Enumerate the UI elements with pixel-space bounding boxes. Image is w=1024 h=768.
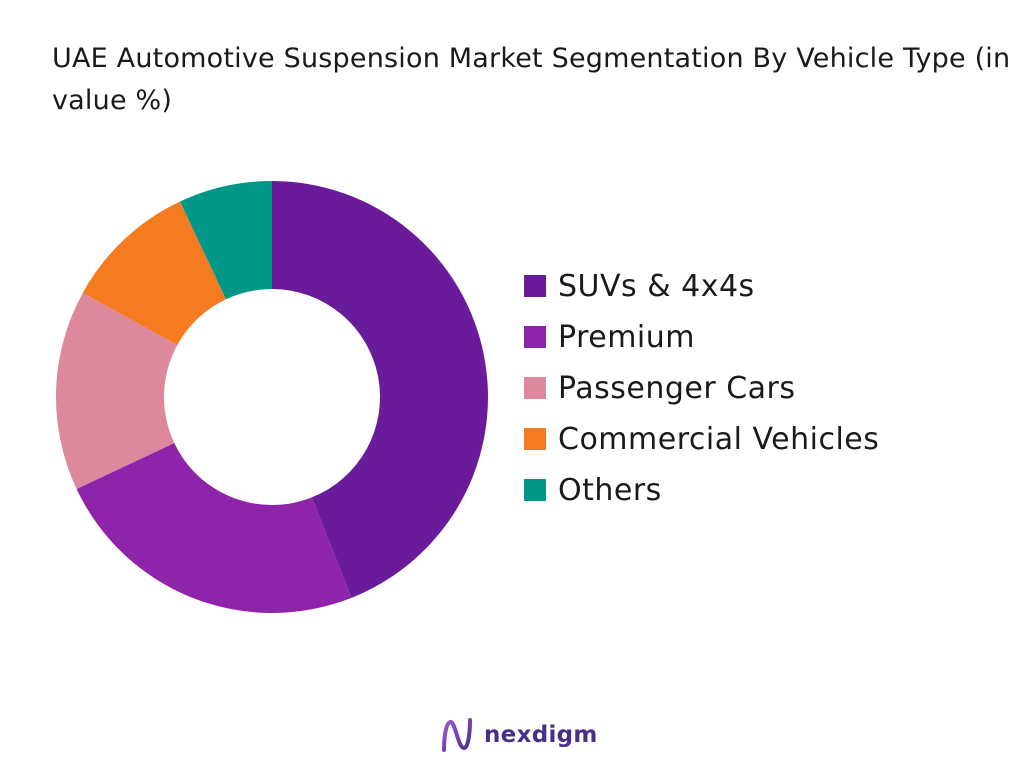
- legend-item: Commercial Vehicles: [524, 415, 879, 463]
- legend-label: Others: [558, 472, 662, 508]
- donut-slice-others: [180, 181, 272, 300]
- chart-legend: SUVs & 4x4s Premium Passenger Cars Commerci…: [524, 262, 879, 517]
- legend-label: SUVs & 4x4s: [558, 268, 755, 304]
- legend-swatch: [524, 377, 546, 399]
- nexdigm-logo-icon: [442, 718, 472, 752]
- legend-item: Passenger Cars: [524, 364, 879, 412]
- brand-name: nexdigm: [484, 722, 598, 748]
- legend-item: Others: [524, 466, 879, 514]
- legend-swatch: [524, 275, 546, 297]
- donut-slice-premium: [76, 442, 352, 613]
- legend-item: SUVs & 4x4s: [524, 262, 879, 310]
- donut-slice-passenger-cars: [56, 292, 178, 489]
- legend-swatch: [524, 479, 546, 501]
- legend-label: Commercial Vehicles: [558, 421, 880, 457]
- legend-swatch: [524, 326, 546, 348]
- donut-slice-suvs-4x4s: [272, 181, 489, 598]
- brand-logo: nexdigm: [440, 716, 598, 754]
- legend-item: Premium: [524, 313, 879, 361]
- legend-label: Passenger Cars: [558, 370, 796, 406]
- chart-title: UAE Automotive Suspension Market Segment…: [52, 43, 1011, 116]
- legend-label: Premium: [558, 319, 695, 355]
- legend-swatch: [524, 428, 546, 450]
- donut-slice-commercial-vehicles: [82, 201, 227, 345]
